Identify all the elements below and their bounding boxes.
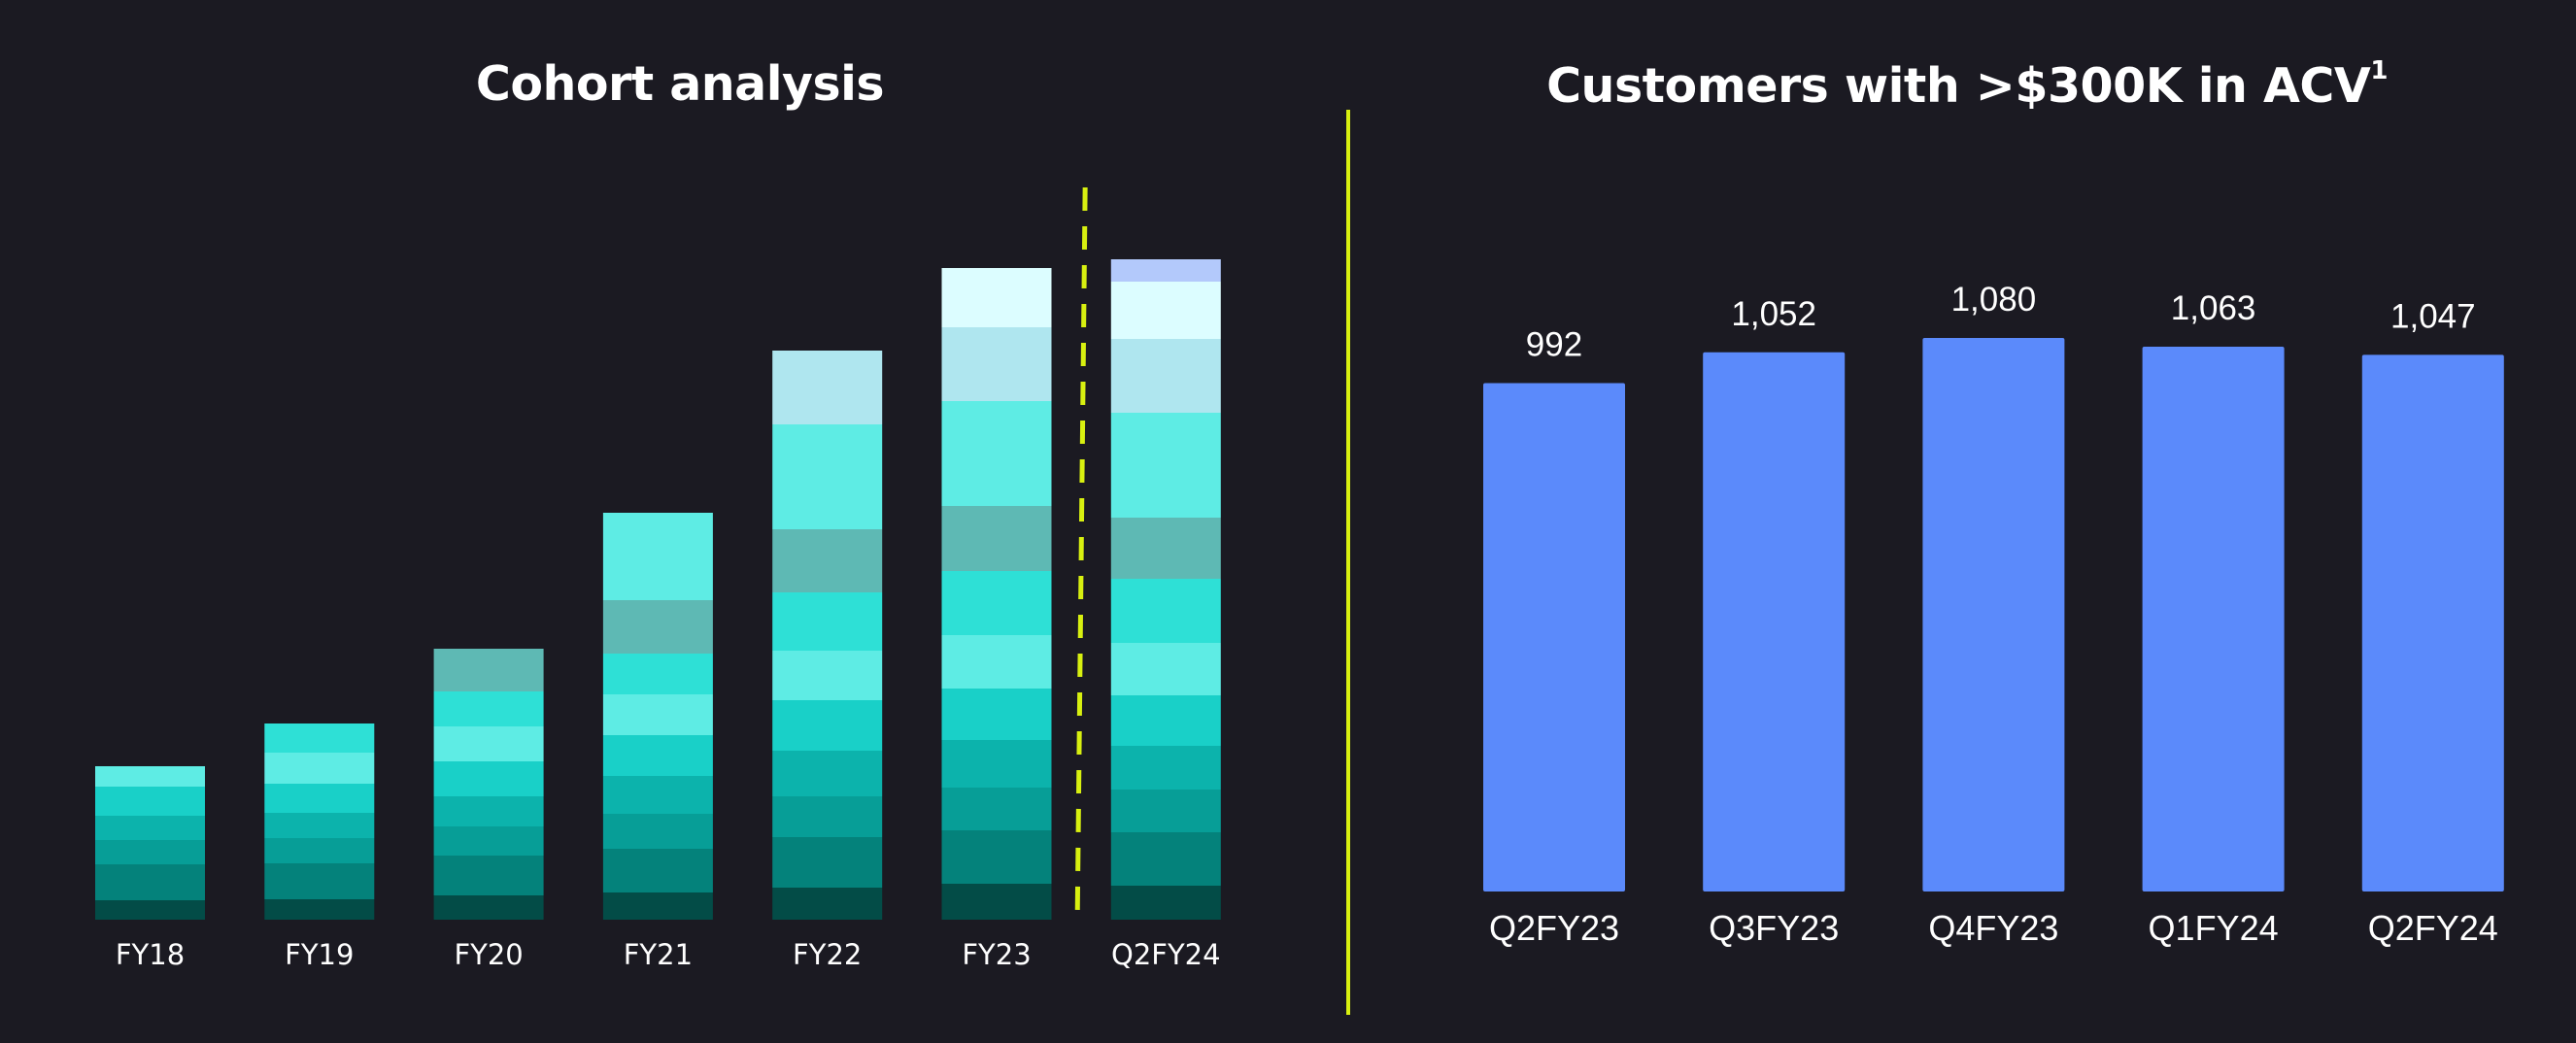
bar-segment: [433, 649, 544, 691]
data-label: 992: [1526, 325, 1582, 363]
bar-segment: [602, 654, 713, 694]
bar: [2142, 346, 2285, 892]
bar-segment: [941, 401, 1052, 506]
bar-segment: [95, 787, 205, 816]
footnote-marker: 1: [2370, 56, 2388, 85]
bar-segment: [433, 895, 544, 920]
bar-segment: [1110, 832, 1221, 886]
x-tick-label: FY22: [793, 938, 862, 971]
acv-customers-title: Customers with >$300K in ACV1: [1546, 56, 2388, 114]
bar: [1922, 338, 2065, 892]
stacked-bar: [264, 723, 375, 920]
x-tick-label: Q2FY23: [1489, 908, 1619, 948]
bar-segment: [433, 856, 544, 895]
bar-segment: [602, 814, 713, 849]
bar-segment: [772, 888, 883, 920]
bar-segment: [772, 837, 883, 888]
bar-segment: [1110, 643, 1221, 695]
bar: [2361, 354, 2504, 892]
bar-segment: [95, 766, 205, 787]
bar-segment: [1110, 339, 1221, 413]
bar-segment: [1110, 259, 1221, 282]
bar-segment: [602, 849, 713, 892]
data-label: 1,052: [1731, 295, 1816, 333]
bar-segment: [1110, 579, 1221, 643]
bar-segment: [95, 864, 205, 900]
cohort-stacked-bar-chart: FY18 FY19 FY20 FY21 FY22 FY23 Q2FY24: [95, 186, 1221, 971]
bar-segment: [264, 863, 375, 899]
stacked-bar: [433, 649, 544, 920]
data-label: 1,080: [1951, 281, 2037, 319]
bar-segment: [95, 900, 205, 920]
x-tick-label: FY20: [454, 938, 523, 971]
bar: [1483, 383, 1625, 892]
bar-segment: [602, 600, 713, 654]
bar-segment: [264, 838, 375, 863]
bar-segment: [264, 723, 375, 753]
x-tick-label: Q4FY23: [1928, 908, 2058, 948]
bar-segment: [772, 796, 883, 837]
bar-segment: [1110, 695, 1221, 746]
bar-segment: [433, 691, 544, 726]
bar-segment: [264, 753, 375, 784]
bar-segment: [602, 513, 713, 600]
stacked-bar: [602, 513, 713, 920]
bar-segment: [772, 700, 883, 751]
cohort-analysis-title: Cohort analysis: [475, 56, 885, 112]
bar-segment: [264, 813, 375, 838]
bar-segment: [941, 740, 1052, 788]
bar-segment: [95, 816, 205, 840]
stacked-bar: [772, 351, 883, 920]
bar-segment: [941, 884, 1052, 920]
bar-segment: [1110, 746, 1221, 790]
x-tick-label: Q2FY24: [2368, 908, 2498, 948]
bar-segment: [772, 529, 883, 592]
bar-segment: [941, 268, 1052, 327]
bar-segment: [95, 840, 205, 864]
bar-segment: [941, 830, 1052, 884]
bar-segment: [602, 776, 713, 814]
bar-segment: [433, 761, 544, 796]
x-tick-label: Q2FY24: [1111, 938, 1221, 971]
bar-segment: [941, 506, 1052, 571]
x-tick-label: FY18: [116, 938, 185, 971]
bar: [1703, 352, 1846, 892]
bar-segment: [1110, 886, 1221, 920]
bar-segment: [264, 784, 375, 813]
bar-segment: [264, 899, 375, 920]
bar-segment: [772, 592, 883, 651]
bar-segment: [772, 651, 883, 700]
x-tick-label: FY21: [624, 938, 693, 971]
data-label: 1,047: [2390, 297, 2476, 335]
data-label: 1,063: [2171, 289, 2256, 327]
x-tick-label: Q1FY24: [2149, 908, 2279, 948]
x-tick-label: Q3FY23: [1709, 908, 1839, 948]
bar-segment: [433, 726, 544, 761]
bar-segment: [941, 571, 1052, 635]
bar-segment: [433, 826, 544, 856]
bar-segment: [772, 424, 883, 529]
bar-segment: [1110, 790, 1221, 832]
bar-segment: [1110, 282, 1221, 339]
bar-segment: [1110, 413, 1221, 518]
stacked-bar: [95, 766, 205, 920]
bar-segment: [433, 796, 544, 826]
bar-segment: [602, 694, 713, 735]
bar-segment: [602, 892, 713, 920]
x-tick-label: FY23: [962, 938, 1031, 971]
stacked-bar: [1110, 259, 1221, 920]
bar-segment: [772, 351, 883, 424]
bar-segment: [941, 327, 1052, 401]
bar-segment: [941, 689, 1052, 740]
bar-segment: [772, 751, 883, 796]
forecast-separator: [1074, 186, 1088, 921]
bar-segment: [1110, 518, 1221, 579]
x-tick-label: FY19: [285, 938, 354, 971]
bar-segment: [941, 788, 1052, 830]
stacked-bar: [941, 268, 1052, 920]
bar-segment: [602, 735, 713, 776]
bar-segment: [941, 635, 1052, 689]
